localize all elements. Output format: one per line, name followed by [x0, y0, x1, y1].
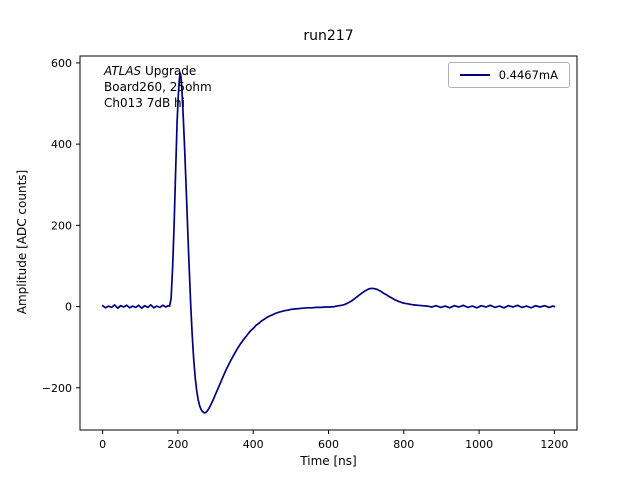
waveform-line [101, 72, 556, 414]
x-tick-label: 200 [167, 438, 188, 451]
x-tick-label: 600 [318, 438, 339, 451]
legend: 0.4467mA [447, 62, 570, 88]
annotation-line-3: Ch013 7dB hi [104, 96, 185, 110]
annotation-block: ATLAS Upgrade Board260, 25ohm Ch013 7dB … [104, 63, 212, 111]
annotation-atlas-text: ATLAS [104, 64, 142, 78]
x-tick-label: 1200 [540, 438, 568, 451]
x-tick-label: 800 [393, 438, 414, 451]
y-axis-label: Amplitude [ADC counts] [15, 169, 29, 315]
axes-frame [79, 55, 578, 431]
legend-label: 0.4467mA [498, 68, 558, 82]
chart-title: run217 [303, 28, 354, 44]
x-tick-label: 400 [243, 438, 264, 451]
y-tick-label: 200 [51, 219, 72, 232]
annotation-line-2: Board260, 25ohm [104, 80, 212, 94]
y-tick-label: −200 [42, 382, 72, 395]
x-axis-label: Time [ns] [300, 454, 357, 468]
legend-line-sample-icon [459, 74, 490, 76]
y-tick-label: 400 [51, 138, 72, 151]
y-tick-label: 0 [65, 301, 72, 314]
x-tick-label: 0 [99, 438, 106, 451]
y-tick-label: 600 [51, 57, 72, 70]
annotation-upgrade-text: Upgrade [141, 64, 197, 78]
annotation-line-1: ATLAS Upgrade [104, 63, 212, 79]
x-tick-label: 1000 [465, 438, 493, 451]
